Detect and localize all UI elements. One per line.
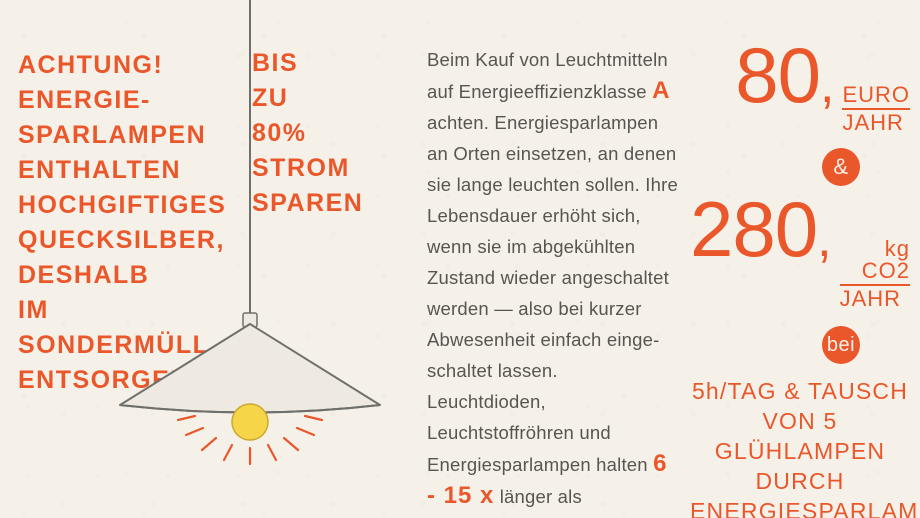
- stat-co2-unit-top: kg CO2: [840, 238, 910, 286]
- stat-co2: 280, kg CO2 JAHR: [690, 194, 910, 316]
- comma-icon: ,: [817, 209, 831, 269]
- bei-badge: bei: [822, 326, 860, 364]
- stat-euro-unit: EURO JAHR: [842, 84, 910, 134]
- body-mid: achten. Energiesparlampen an Orten einse…: [427, 112, 678, 475]
- stat-co2-unit-bottom: JAHR: [840, 286, 901, 310]
- ampersand-badge: &: [822, 148, 860, 186]
- stat-euro-unit-top: EURO: [842, 84, 910, 110]
- stats-column: 80, EURO JAHR & 280, kg CO2 JAHR bei 5h/…: [690, 40, 910, 518]
- energy-class-a: A: [652, 77, 670, 104]
- stat-co2-unit: kg CO2 JAHR: [840, 238, 910, 310]
- stat-euro: 80, EURO JAHR: [690, 40, 910, 140]
- stat-co2-value: 280: [690, 194, 817, 264]
- comma-icon: ,: [820, 55, 834, 115]
- stat-euro-unit-bottom: JAHR: [842, 110, 903, 134]
- stat-euro-value: 80: [735, 40, 820, 110]
- body-paragraph: Beim Kauf von Leuchtmitteln auf Energiee…: [427, 44, 679, 518]
- pendant-lamp-illustration: [100, 0, 400, 470]
- body-pre: Beim Kauf von Leuchtmitteln auf Energiee…: [427, 49, 668, 102]
- condition-text: 5h/TAG & TAUSCH VON 5 GLÜHLAMPEN DURCH E…: [690, 376, 910, 518]
